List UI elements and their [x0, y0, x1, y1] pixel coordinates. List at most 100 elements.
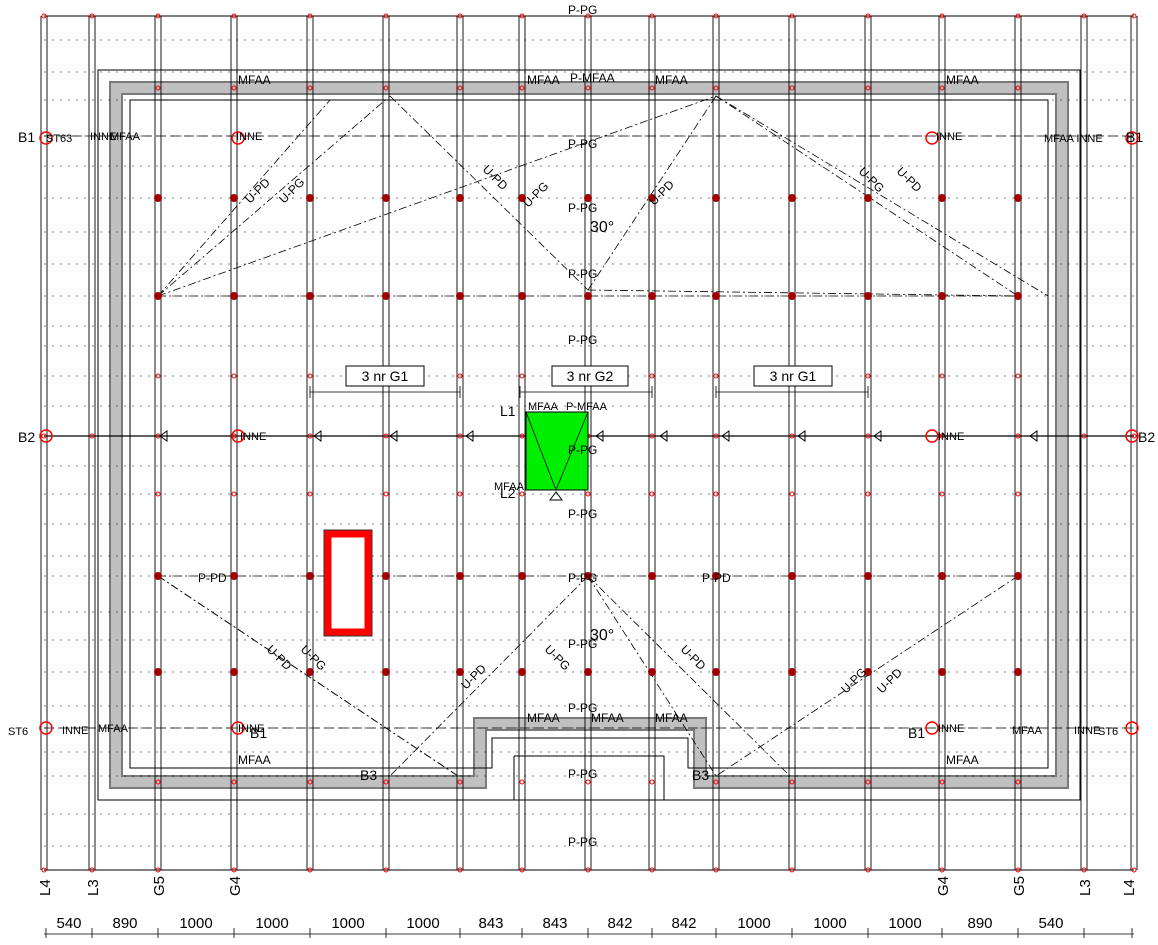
- dimension-label: 890: [967, 915, 992, 932]
- b2-label-right: B2: [1138, 429, 1155, 445]
- outer-outline: [97, 69, 1081, 801]
- node-marker: [585, 13, 591, 19]
- dimension-label: 890: [112, 915, 137, 932]
- node-marker: [1131, 13, 1137, 19]
- support-node: [154, 572, 162, 580]
- support-node: [306, 572, 314, 580]
- mfaa-label-8: MFAA: [591, 711, 624, 725]
- mfaa-label-6: MFAA: [946, 753, 979, 767]
- support-node: [382, 572, 390, 580]
- p-pg-label-1: P-PG: [568, 137, 597, 151]
- node-marker: [155, 491, 161, 497]
- node-marker: [41, 13, 47, 19]
- support-node: [230, 572, 238, 580]
- u-pd-label-5: U-PD: [264, 642, 295, 673]
- support-node: [230, 668, 238, 676]
- bay-label-2: 3 nr G2: [567, 368, 614, 384]
- mfaa-label-9: MFAA: [655, 711, 688, 725]
- node-marker: [307, 491, 313, 497]
- u-pd-label-8: U-PD: [874, 665, 905, 696]
- node-marker: [649, 491, 655, 497]
- node-marker: [307, 779, 313, 785]
- arrow-marker: [159, 430, 168, 442]
- support-node: [584, 572, 592, 580]
- red-support-circle-icon: [231, 429, 245, 443]
- u-pd-label-1: U-PD: [242, 175, 273, 206]
- support-node: [938, 668, 946, 676]
- node-marker: [1081, 433, 1087, 439]
- node-marker: [307, 85, 313, 91]
- st6-label-right: ST6: [1098, 726, 1118, 738]
- st6-label-left: ST6: [8, 726, 28, 738]
- support-node: [154, 668, 162, 676]
- node-marker: [519, 491, 525, 497]
- arrow-marker: [595, 430, 604, 442]
- support-node: [864, 194, 872, 202]
- inne-label-7: INNE: [90, 131, 116, 143]
- arrow-marker: [465, 430, 474, 442]
- node-marker: [155, 85, 161, 91]
- node-marker: [1015, 491, 1021, 497]
- green-hatch-opening-icon: [525, 411, 589, 491]
- support-node: [230, 292, 238, 300]
- arrow-marker: [873, 430, 882, 442]
- bay-box-3: [753, 365, 833, 387]
- p-pd-label-right: P-PD: [702, 571, 731, 585]
- bay-box-1: [345, 365, 425, 387]
- axis-label: L3: [1077, 879, 1094, 896]
- support-node: [456, 668, 464, 676]
- red-support-circle-icon: [1125, 721, 1139, 735]
- support-node: [1014, 572, 1022, 580]
- node-marker: [231, 867, 237, 873]
- node-marker: [939, 13, 945, 19]
- red-support-circle-icon: [231, 721, 245, 735]
- node-marker: [519, 85, 525, 91]
- opening-cross-a: [525, 411, 557, 491]
- support-node: [788, 292, 796, 300]
- node-marker: [89, 13, 95, 19]
- node-marker: [713, 867, 719, 873]
- axis-label: G5: [151, 876, 168, 896]
- node-marker: [865, 779, 871, 785]
- arrow-marker: [797, 430, 806, 442]
- l1-label: L1: [500, 403, 516, 419]
- node-marker: [939, 373, 945, 379]
- support-node: [382, 194, 390, 202]
- support-node: [456, 292, 464, 300]
- p-pg-label-10: P-PG: [568, 835, 597, 849]
- node-marker: [713, 779, 719, 785]
- support-node: [712, 668, 720, 676]
- node-marker: [155, 867, 161, 873]
- node-marker: [89, 433, 95, 439]
- support-node: [306, 194, 314, 202]
- support-node: [648, 572, 656, 580]
- node-marker: [519, 433, 525, 439]
- red-support-circle-icon: [1125, 131, 1139, 145]
- axis-label: G4: [227, 876, 244, 896]
- axis-label: L4: [1121, 879, 1138, 896]
- p-pg-label-8: P-PG: [568, 701, 597, 715]
- node-marker: [713, 491, 719, 497]
- support-node: [712, 572, 720, 580]
- axis-labels: L4 L3 G5 G4 G4 G5 L3 L4: [37, 876, 1138, 896]
- parapet-inner-line: [129, 99, 1049, 769]
- node-marker: [939, 85, 945, 91]
- inne-label-2: INNE: [936, 131, 962, 143]
- red-support-circle-icon: [1125, 429, 1139, 443]
- node-marker: [713, 433, 719, 439]
- node-marker: [939, 433, 945, 439]
- node-marker: [89, 867, 95, 873]
- arrow-marker: [659, 430, 668, 442]
- node-marker: [649, 433, 655, 439]
- node-marker: [307, 433, 313, 439]
- node-marker: [939, 867, 945, 873]
- node-marker: [713, 373, 719, 379]
- node-marker: [789, 433, 795, 439]
- support-node: [584, 292, 592, 300]
- node-marker: [939, 491, 945, 497]
- node-marker: [789, 13, 795, 19]
- dimension-label: 1000: [255, 915, 288, 932]
- node-marker: [585, 779, 591, 785]
- node-marker: [865, 85, 871, 91]
- dimension-label: 843: [542, 915, 567, 932]
